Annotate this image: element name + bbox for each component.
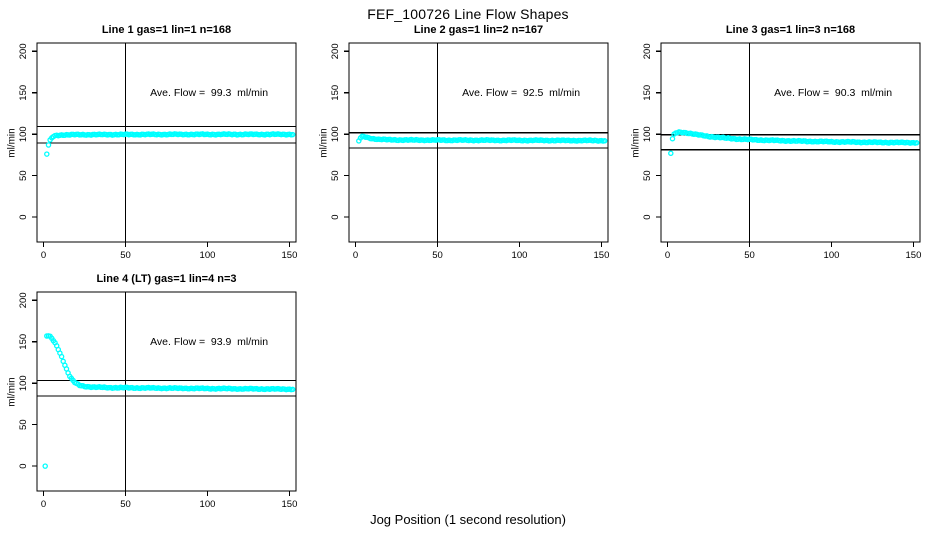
svg-text:50: 50 (432, 250, 443, 261)
panel-title-line-1: Line 1 gas=1 lin=1 n=168 (101, 24, 232, 36)
svg-text:150: 150 (642, 85, 653, 101)
svg-text:100: 100 (18, 375, 29, 391)
svg-text:100: 100 (642, 126, 653, 142)
panel-title-line-4: Line 4 (LT) gas=1 lin=4 n=3 (96, 273, 237, 285)
svg-text:150: 150 (18, 85, 29, 101)
svg-text:50: 50 (120, 499, 131, 510)
svg-text:50: 50 (18, 170, 29, 181)
axis-ticks (32, 299, 290, 496)
plot-box (36, 42, 297, 243)
x-axis-label: Jog Position (1 second resolution) (370, 512, 566, 527)
svg-text:100: 100 (512, 250, 528, 261)
svg-text:0: 0 (642, 214, 653, 219)
panel-line-1: Line 1 gas=1 lin=1 n=168 ml/min 0 50 100 15… (0, 23, 312, 263)
axis-ticks (656, 50, 914, 247)
svg-text:150: 150 (282, 499, 298, 510)
svg-text:0: 0 (330, 214, 341, 219)
plot-box (660, 42, 921, 243)
svg-text:100: 100 (200, 499, 216, 510)
svg-text:200: 200 (18, 292, 29, 308)
svg-text:150: 150 (282, 250, 298, 261)
svg-text:100: 100 (200, 250, 216, 261)
svg-text:200: 200 (330, 43, 341, 59)
plot-svg-line-4: 0 50 100 150 0 50 100 150 200 (18, 291, 297, 510)
plot-box (348, 42, 609, 243)
svg-text:0: 0 (665, 250, 670, 261)
svg-text:200: 200 (642, 43, 653, 59)
axis-tick-labels: 0 50 100 150 0 50 100 150 200 (18, 43, 297, 261)
plot-box (36, 291, 297, 492)
flow-points (356, 133, 608, 144)
svg-text:200: 200 (18, 43, 29, 59)
reference-lines (37, 292, 296, 491)
svg-text:100: 100 (330, 126, 341, 142)
svg-text:0: 0 (41, 499, 46, 510)
svg-text:150: 150 (906, 250, 922, 261)
svg-text:50: 50 (744, 250, 755, 261)
axis-ticks (32, 50, 290, 247)
ave-flow-annotation: Ave. Flow = 93.9 ml/min (150, 335, 269, 348)
axis-ticks (344, 50, 602, 247)
svg-text:50: 50 (18, 419, 29, 430)
svg-text:0: 0 (41, 250, 46, 261)
svg-text:100: 100 (18, 126, 29, 142)
ave-flow-annotation: Ave. Flow = 90.3 ml/min (774, 86, 893, 99)
svg-text:50: 50 (120, 250, 131, 261)
svg-text:0: 0 (353, 250, 358, 261)
ave-flow-annotation: Ave. Flow = 92.5 ml/min (462, 86, 581, 99)
svg-text:150: 150 (330, 85, 341, 101)
chart-main-title: FEF_100726 Line Flow Shapes (367, 6, 569, 22)
axis-tick-labels: 0 50 100 150 0 50 100 150 200 (18, 292, 297, 510)
flow-points (668, 129, 920, 157)
panel-title-line-2: Line 2 gas=1 lin=2 n=167 (413, 24, 544, 36)
svg-text:50: 50 (642, 170, 653, 181)
ave-flow-annotation: Ave. Flow = 99.3 ml/min (150, 86, 269, 99)
panel-line-2: Line 2 gas=1 lin=2 n=167 ml/min 0 50 100 15… (312, 23, 624, 263)
flow-points (44, 131, 296, 157)
svg-text:50: 50 (330, 170, 341, 181)
svg-text:0: 0 (18, 463, 29, 468)
reference-lines (37, 43, 296, 242)
panel-line-3: Line 3 gas=1 lin=3 n=168 ml/min 0 50 100 15… (624, 23, 936, 263)
flow-points (42, 333, 296, 469)
panel-title-line-3: Line 3 gas=1 lin=3 n=168 (725, 24, 856, 36)
svg-text:0: 0 (18, 214, 29, 219)
axis-tick-labels: 0 50 100 150 0 50 100 150 200 (642, 43, 921, 261)
svg-text:150: 150 (18, 334, 29, 350)
panel-line-4: Line 4 (LT) gas=1 lin=4 n=3 ml/min 0 50 10… (0, 272, 312, 512)
plot-svg-line-1: 0 50 100 150 0 50 100 150 200 (18, 42, 297, 261)
plot-svg-line-2: 0 50 100 150 0 50 100 150 200 (330, 42, 609, 261)
reference-lines (349, 43, 608, 242)
svg-text:100: 100 (824, 250, 840, 261)
plot-svg-line-3: 0 50 100 150 0 50 100 150 200 (642, 42, 921, 261)
axis-tick-labels: 0 50 100 150 0 50 100 150 200 (330, 43, 609, 261)
svg-text:150: 150 (594, 250, 610, 261)
